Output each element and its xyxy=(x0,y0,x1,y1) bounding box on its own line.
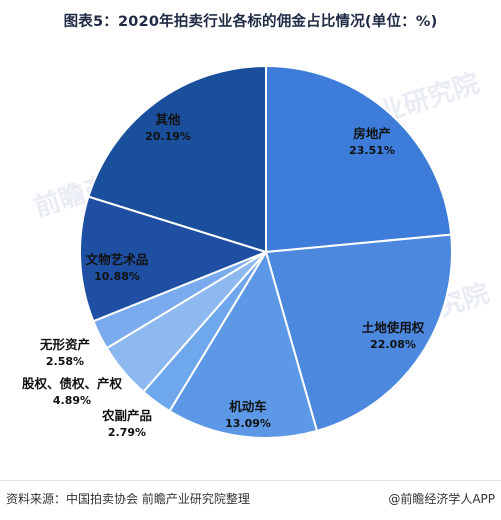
chart-title: 图表5：2020年拍卖行业各标的佣金占比情况(单位：%) xyxy=(63,14,438,30)
slice-label: 无形资产 xyxy=(39,337,90,352)
slice-value-label: 10.88% xyxy=(94,270,140,283)
slice-value-label: 2.58% xyxy=(46,355,84,368)
slice-label: 农副产品 xyxy=(101,408,152,423)
slice-value-label: 2.79% xyxy=(108,426,146,439)
slice-value-label: 22.08% xyxy=(370,338,416,351)
pie-slice xyxy=(265,64,453,254)
slice-value-label: 13.09% xyxy=(225,417,271,430)
slice-label: 土地使用权 xyxy=(362,320,425,335)
pie-slice xyxy=(264,233,453,433)
pie-labels: 房地产 23.51% 土地使用权 22.08% 机动车 13.09% 农副产品 2.79% 股权… xyxy=(22,112,425,439)
slice-value-label: 4.89% xyxy=(53,394,91,407)
slice-label: 机动车 xyxy=(229,399,267,414)
source-note: 资料来源：中国拍卖协会 前瞻产业研究院整理 xyxy=(6,492,250,506)
slice-label: 文物艺术品 xyxy=(86,252,149,267)
pie-slice xyxy=(168,249,319,439)
slice-label: 股权、债权、产权 xyxy=(22,376,123,391)
footer: 资料来源：中国拍卖协会 前瞻产业研究院整理 @前瞻经济学人APP xyxy=(0,480,501,517)
slice-value-label: 20.19% xyxy=(145,130,191,143)
slice-value-label: 23.51% xyxy=(349,144,395,157)
slice-label: 其他 xyxy=(155,112,181,127)
pie-slices xyxy=(79,64,453,439)
pie-slice xyxy=(79,195,269,323)
brand-label: @前瞻经济学人APP xyxy=(388,492,495,506)
slice-label: 房地产 xyxy=(353,126,391,141)
pie-slice xyxy=(87,64,267,254)
